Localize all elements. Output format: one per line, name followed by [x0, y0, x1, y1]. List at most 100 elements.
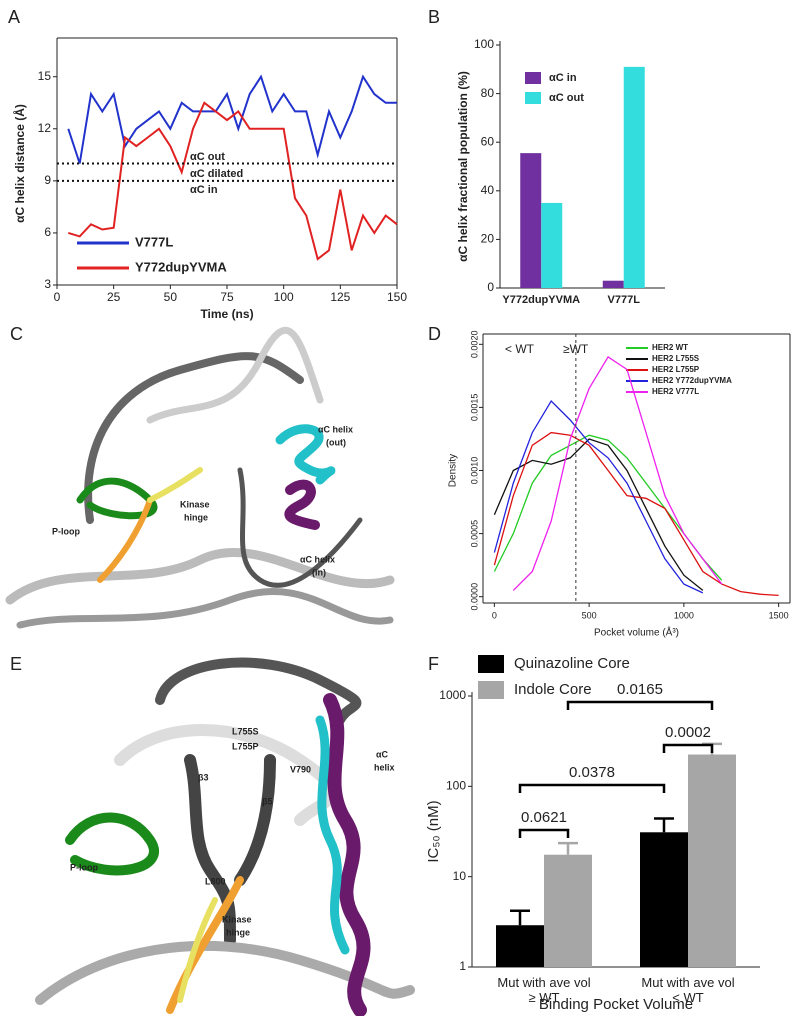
panel-letter: C: [10, 324, 23, 344]
y-tick-label: 12: [38, 121, 52, 135]
x-tick-label: 500: [582, 610, 597, 620]
panel-letter: E: [10, 654, 22, 674]
data-line: [493, 400, 704, 594]
legend-label: HER2 WT: [652, 343, 688, 352]
ac-helix-ribbon: [315, 715, 350, 955]
x-tick-label: Y772dupYVMA: [502, 294, 580, 306]
legend-label: Indole Core: [514, 681, 592, 698]
ribbon: [114, 724, 338, 826]
bar: [544, 854, 592, 967]
y-tick-label: 3: [44, 277, 51, 291]
x-tick-label: 100: [274, 290, 294, 304]
structure-label: L755P: [232, 741, 259, 751]
y-axis-label: αC helix fractional population (%): [456, 71, 470, 262]
structure-label: P-loop: [52, 526, 80, 536]
structure-label: L800: [205, 876, 226, 886]
y-tick-label: 100: [446, 779, 466, 793]
annotation: αC dilated: [190, 168, 243, 180]
structure-label: helix: [374, 762, 395, 772]
annotation: αC out: [190, 151, 225, 163]
legend-label: Y772dupYVMA: [135, 259, 227, 274]
x-tick-label: 0: [54, 290, 61, 304]
x-tick-label: 75: [220, 290, 234, 304]
hinge-ribbon: [177, 897, 218, 1003]
ribbon: [16, 588, 394, 629]
x-tick-label: 0: [492, 610, 497, 620]
x-tick-label: V777L: [608, 294, 641, 306]
annotation: ≥WT: [563, 342, 589, 356]
data-line: [512, 355, 723, 591]
legend-label: αC out: [549, 92, 584, 104]
structure-label: αC helix: [300, 554, 335, 564]
panel-letter: B: [428, 7, 440, 27]
panel-letter: F: [428, 654, 439, 674]
x-tick-label: 1500: [769, 610, 789, 620]
data-line: [493, 431, 779, 597]
y-tick-label: 60: [481, 134, 495, 148]
y-axis-label: αC helix distance (Å): [12, 104, 27, 223]
x-axis-label: Binding Pocket Volume: [539, 996, 693, 1013]
y-tick-label: 0.0000: [469, 583, 479, 611]
y-tick-label: 9: [44, 173, 51, 187]
y-tick-label: 0.0010: [469, 457, 479, 485]
y-tick-label: 20: [481, 232, 495, 246]
p-value: 0.0378: [569, 764, 615, 781]
legend-swatch: [478, 655, 504, 673]
panel-letter: D: [428, 324, 441, 344]
bar: [623, 66, 645, 289]
significance-bracket: [662, 743, 714, 753]
ribbon: [146, 326, 324, 424]
p-value: 0.0165: [617, 681, 663, 698]
panel-letter: A: [8, 7, 20, 27]
y-tick-label: 15: [38, 69, 52, 83]
legend-label: Quinazoline Core: [514, 655, 630, 672]
y-axis-label: Density: [448, 454, 459, 487]
annotation: < WT: [505, 342, 535, 356]
structure-label: hinge: [184, 512, 208, 522]
ribbon: [234, 754, 276, 886]
structure-label: (in): [312, 567, 326, 577]
y-tick-label: 10: [453, 869, 467, 883]
structure-label: hinge: [226, 927, 250, 937]
ac-out-ribbon: [275, 424, 336, 485]
p-value: 0.0621: [521, 809, 567, 826]
structure-bg: [0, 335, 395, 635]
significance-bracket: [566, 700, 714, 710]
y-axis-label: IC₅₀ (nM): [425, 800, 442, 862]
structure-label: β3: [198, 772, 209, 782]
ribbon: [237, 467, 363, 588]
ribbon: [184, 754, 236, 946]
y-tick-label: 0.0020: [469, 331, 479, 359]
y-tick-label: 0.0015: [469, 394, 479, 422]
significance-bracket: [518, 828, 570, 838]
legend-label: αC in: [549, 72, 577, 84]
data-line: [68, 101, 398, 261]
structure-label: V790: [290, 764, 311, 774]
hinge-ribbon: [166, 876, 244, 1014]
ribbon: [5, 547, 395, 605]
data-line: [493, 438, 704, 591]
legend-label: HER2 L755S: [652, 354, 700, 363]
y-tick-label: 6: [44, 225, 51, 239]
ribbon: [84, 352, 304, 524]
p-value: 0.0002: [665, 724, 711, 741]
x-axis-label: Time (ns): [200, 307, 253, 321]
structure-label: Kinase: [222, 914, 252, 924]
structure-label: P-loop: [70, 862, 98, 872]
structure-e: [35, 657, 415, 1016]
error-bar: [558, 841, 578, 855]
x-tick-label: 50: [164, 290, 178, 304]
p-loop-ribbon: [65, 812, 159, 876]
bar: [688, 754, 736, 967]
y-tick-label: 1000: [439, 688, 466, 702]
legend-swatch: [525, 92, 541, 104]
ribbon: [35, 940, 415, 1005]
legend-label: HER2 L755P: [652, 365, 700, 374]
y-tick-label: 0: [487, 280, 494, 294]
x-tick-label: 1000: [674, 610, 694, 620]
y-tick-label: 80: [481, 86, 495, 100]
legend-label: HER2 V777L: [652, 387, 699, 396]
structure-label: L755S: [232, 726, 259, 736]
bar: [520, 153, 542, 288]
